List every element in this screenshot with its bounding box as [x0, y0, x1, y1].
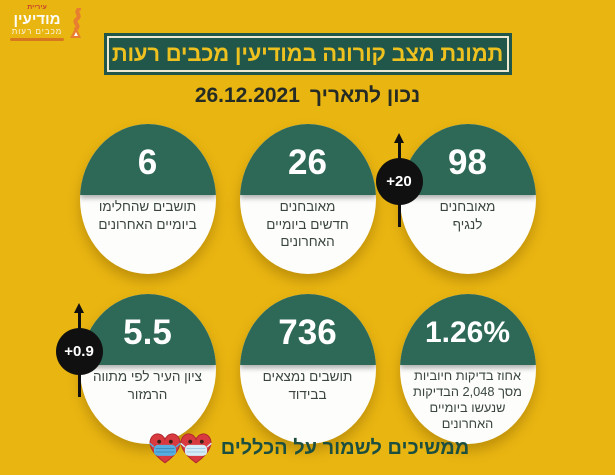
stat-label-wrap: ציון העיר לפי מתווה הרמזור [80, 368, 216, 403]
stat-value: 98 [448, 143, 487, 183]
stat-label: אחוז בדיקות חיוביות מסך 2,048 הבדיקות שנ… [413, 368, 522, 432]
stat-card-face: 5.5 ציון העיר לפי מתווה הרמזור [79, 294, 216, 444]
stat-card-new-cases: 26 מאובחנים חדשים ביומיים האחרונים [239, 124, 376, 274]
stat-card-face: 736 תושבים נמצאים בבידוד [239, 294, 376, 444]
stat-card-recovered: 6 תושבים שהחלימו ביומיים האחרונים [79, 124, 216, 274]
date-subtitle: נכון לתאריך 26.12.2021 [0, 84, 615, 108]
stat-card-isolation: 736 תושבים נמצאים בבידוד [239, 294, 376, 444]
stat-label: מאובחנים חדשים ביומיים האחרונים [266, 199, 349, 249]
page-title: תמונת מצב קורונה במודיעין מכבים רעות [111, 41, 504, 66]
stat-card-traffic-light-score: +0.9 5.5 ציון העיר לפי מתווה הרמזור [55, 294, 216, 444]
stat-value: 26 [288, 143, 327, 183]
stat-dome: 6 [79, 124, 216, 195]
stats-row-bottom: 1.26% אחוז בדיקות חיוביות מסך 2,048 הבדי… [0, 294, 615, 444]
stat-label-wrap: מאובחנים לנגיף [400, 198, 536, 233]
stat-value: 1.26% [424, 316, 511, 350]
stat-label-wrap: תושבים שהחלימו ביומיים האחרונים [80, 198, 216, 233]
stat-label-wrap: מאובחנים חדשים ביומיים האחרונים [240, 198, 376, 250]
stat-label: מאובחנים לנגיף [439, 199, 496, 232]
logo-city-name: מודיעין [13, 11, 61, 28]
stat-card-face: 1.26% אחוז בדיקות חיוביות מסך 2,048 הבדי… [399, 294, 536, 444]
stat-label: ציון העיר לפי מתווה הרמזור [92, 369, 203, 402]
logo-authority: עיריית [27, 4, 47, 11]
logo-tagline-strip [10, 38, 64, 41]
stat-card-positive-rate: 1.26% אחוז בדיקות חיוביות מסך 2,048 הבדי… [399, 294, 536, 444]
stat-label-wrap: תושבים נמצאים בבידוד [240, 368, 376, 403]
stat-dome: 26 [239, 124, 376, 195]
logo-text: עיריית מודיעין מכבים רעות [10, 4, 64, 41]
stat-value: 736 [278, 313, 337, 353]
title-banner: תמונת מצב קורונה במודיעין מכבים רעות [103, 33, 512, 75]
stat-value: 5.5 [123, 313, 172, 353]
stat-dome: 736 [239, 294, 376, 365]
change-badge: +0.9 [55, 328, 103, 375]
stat-dome: 1.26% [399, 294, 536, 365]
stat-card-diagnosed-total: +20 98 מאובחנים לנגיף [375, 124, 536, 274]
stat-label: תושבים נמצאים בבידוד [262, 369, 353, 402]
stat-dome: 98 [399, 124, 536, 195]
footer-message-bar: ממשיכים לשמור על הכללים [0, 431, 615, 465]
stat-card-face: 98 מאובחנים לנגיף [399, 124, 536, 274]
footer-message: ממשיכים לשמור על הכללים [220, 436, 470, 459]
stat-label: תושבים שהחלימו ביומיים האחרונים [98, 199, 197, 232]
stat-label-wrap: אחוז בדיקות חיוביות מסך 2,048 הבדיקות שנ… [400, 368, 536, 432]
logo-city-suffix: מכבים רעות [11, 27, 63, 36]
masked-heart-icon [148, 433, 181, 464]
city-figure-icon [66, 7, 88, 45]
stat-card-face: 6 תושבים שהחלימו ביומיים האחרונים [79, 124, 216, 274]
change-badge: +20 [375, 158, 423, 205]
stat-dome: 5.5 [79, 294, 216, 365]
masked-heart-icons [146, 431, 215, 465]
masked-heart-icon [179, 433, 212, 464]
stat-value: 6 [137, 143, 158, 183]
report-date: 26.12.2021 [194, 84, 300, 107]
stats-row-top: +20 98 מאובחנים לנגיף 26 מאובחנים חדשים … [0, 124, 615, 274]
date-label: נכון לתאריך [309, 84, 421, 107]
municipality-logo: עיריית מודיעין מכבים רעות [10, 4, 88, 45]
stat-card-face: 26 מאובחנים חדשים ביומיים האחרונים [239, 124, 376, 274]
